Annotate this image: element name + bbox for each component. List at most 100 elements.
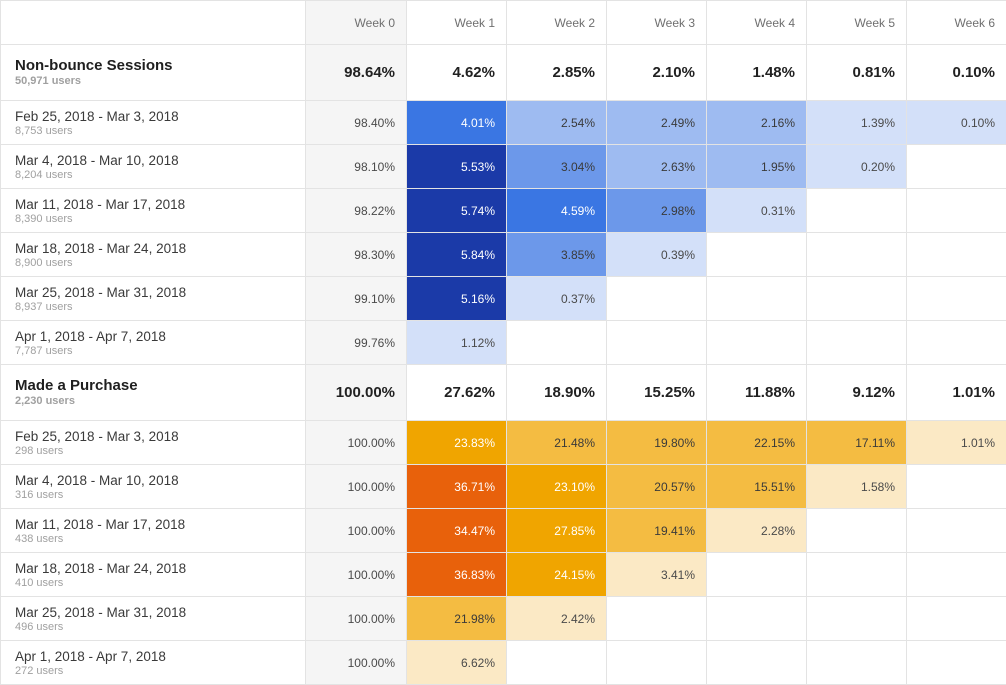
empty-cell (507, 321, 607, 365)
week0-value: 100.00% (306, 597, 407, 641)
week0-value: 98.30% (306, 233, 407, 277)
heat-cell: 5.84% (407, 233, 507, 277)
metric-total-week-3: 2.10% (607, 45, 707, 101)
heat-cell: 36.71% (407, 465, 507, 509)
metric-total-week-5: 0.81% (807, 45, 907, 101)
cohort-date: Mar 4, 2018 - Mar 10, 2018 (15, 152, 305, 169)
heat-cell: 2.49% (607, 101, 707, 145)
heat-cell: 15.51% (707, 465, 807, 509)
cohort-date: Feb 25, 2018 - Mar 3, 2018 (15, 108, 305, 125)
empty-cell (807, 321, 907, 365)
cohort-users: 8,204 users (15, 169, 305, 182)
cohort-users: 272 users (15, 665, 305, 678)
heat-cell: 0.10% (907, 101, 1006, 145)
heat-cell: 0.39% (607, 233, 707, 277)
cohort-date: Mar 4, 2018 - Mar 10, 2018 (15, 472, 305, 489)
heat-cell: 2.42% (507, 597, 607, 641)
heat-cell: 2.28% (707, 509, 807, 553)
heat-cell: 1.39% (807, 101, 907, 145)
cohort-users: 496 users (15, 621, 305, 634)
heat-cell: 36.83% (407, 553, 507, 597)
cohort-date: Mar 11, 2018 - Mar 17, 2018 (15, 516, 305, 533)
column-header-week-5: Week 5 (807, 1, 907, 45)
cohort-users: 438 users (15, 533, 305, 546)
cohort-date: Mar 25, 2018 - Mar 31, 2018 (15, 604, 305, 621)
cohort-users: 8,390 users (15, 213, 305, 226)
week0-value: 99.10% (306, 277, 407, 321)
metric-total-week-3: 15.25% (607, 365, 707, 421)
metric-total-week-5: 9.12% (807, 365, 907, 421)
metric-users: 50,971 users (15, 75, 305, 88)
heat-cell: 24.15% (507, 553, 607, 597)
week0-value: 100.00% (306, 421, 407, 465)
cohort-users: 7,787 users (15, 345, 305, 358)
heat-cell: 1.58% (807, 465, 907, 509)
empty-cell (607, 641, 707, 685)
empty-cell (907, 597, 1006, 641)
metric-total-week-1: 27.62% (407, 365, 507, 421)
empty-cell (807, 233, 907, 277)
heat-cell: 19.80% (607, 421, 707, 465)
heat-cell: 19.41% (607, 509, 707, 553)
empty-cell (707, 233, 807, 277)
empty-cell (607, 277, 707, 321)
header-corner (1, 1, 306, 45)
metric-total-week-2: 2.85% (507, 45, 607, 101)
week0-value: 100.00% (306, 465, 407, 509)
empty-cell (807, 641, 907, 685)
heat-cell: 3.04% (507, 145, 607, 189)
heat-cell: 23.10% (507, 465, 607, 509)
heat-cell: 3.85% (507, 233, 607, 277)
heat-cell: 0.37% (507, 277, 607, 321)
column-header-week-2: Week 2 (507, 1, 607, 45)
heat-cell: 0.20% (807, 145, 907, 189)
metric-total-week-6: 0.10% (907, 45, 1006, 101)
heat-cell: 3.41% (607, 553, 707, 597)
cohort-users: 298 users (15, 445, 305, 458)
heat-cell: 1.95% (707, 145, 807, 189)
cohort-users: 8,753 users (15, 125, 305, 138)
metric-total-week-4: 11.88% (707, 365, 807, 421)
empty-cell (907, 641, 1006, 685)
week0-value: 98.10% (306, 145, 407, 189)
empty-cell (807, 189, 907, 233)
empty-cell (707, 553, 807, 597)
empty-cell (807, 597, 907, 641)
cohort-users: 410 users (15, 577, 305, 590)
column-header-week-4: Week 4 (707, 1, 807, 45)
heat-cell: 2.16% (707, 101, 807, 145)
empty-cell (907, 189, 1006, 233)
heat-cell: 6.62% (407, 641, 507, 685)
empty-cell (707, 597, 807, 641)
empty-cell (707, 321, 807, 365)
empty-cell (807, 509, 907, 553)
empty-cell (907, 553, 1006, 597)
heat-cell: 5.53% (407, 145, 507, 189)
heat-cell: 2.54% (507, 101, 607, 145)
metric-total-week-1: 4.62% (407, 45, 507, 101)
empty-cell (907, 321, 1006, 365)
cohort-users: 316 users (15, 489, 305, 502)
empty-cell (907, 277, 1006, 321)
week0-value: 100.00% (306, 509, 407, 553)
empty-cell (607, 597, 707, 641)
week0-value: 100.00% (306, 641, 407, 685)
header-row: Week 0 Week 1 Week 2 Week 3 Week 4 Week … (1, 1, 1006, 45)
week0-value: 98.40% (306, 101, 407, 145)
cohort-date: Mar 18, 2018 - Mar 24, 2018 (15, 240, 305, 257)
